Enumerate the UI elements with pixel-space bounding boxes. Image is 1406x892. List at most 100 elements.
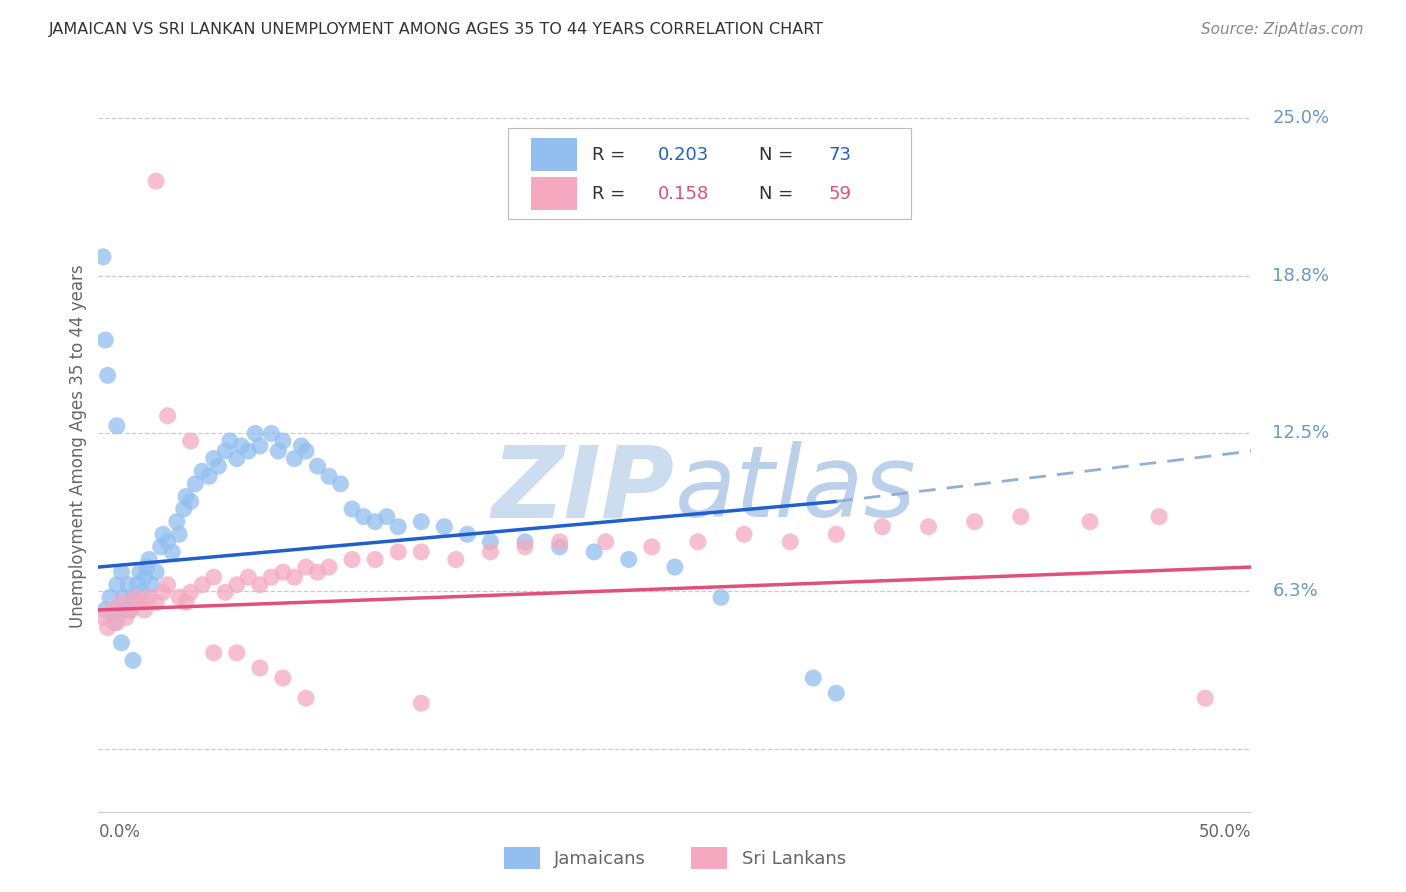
- Point: [963, 515, 986, 529]
- Legend: Jamaicans, Sri Lankans: Jamaicans, Sri Lankans: [496, 839, 853, 876]
- Point: [101, 603, 124, 617]
- Point: [779, 534, 801, 549]
- Point: [129, 595, 152, 609]
- Point: [105, 418, 128, 433]
- Point: [271, 565, 294, 579]
- Point: [180, 585, 202, 599]
- Point: [191, 578, 214, 592]
- Point: [134, 603, 156, 617]
- Point: [124, 591, 146, 605]
- Point: [184, 476, 207, 491]
- Point: [135, 560, 157, 574]
- Point: [801, 671, 824, 685]
- Point: [202, 570, 225, 584]
- Point: [249, 661, 271, 675]
- Point: [479, 534, 502, 549]
- Point: [94, 603, 117, 617]
- Text: 73: 73: [828, 146, 851, 164]
- Point: [825, 527, 848, 541]
- Point: [548, 534, 571, 549]
- Text: 59: 59: [828, 185, 851, 202]
- Text: JAMAICAN VS SRI LANKAN UNEMPLOYMENT AMONG AGES 35 TO 44 YEARS CORRELATION CHART: JAMAICAN VS SRI LANKAN UNEMPLOYMENT AMON…: [49, 22, 824, 37]
- Point: [825, 686, 848, 700]
- Point: [122, 653, 145, 667]
- Point: [141, 578, 163, 592]
- Point: [307, 459, 329, 474]
- Point: [1147, 509, 1170, 524]
- Point: [218, 434, 240, 448]
- Point: [97, 368, 120, 383]
- Point: [98, 591, 121, 605]
- Point: [353, 509, 375, 524]
- Point: [129, 565, 152, 579]
- Point: [617, 552, 640, 566]
- Point: [91, 610, 114, 624]
- Point: [260, 570, 283, 584]
- Point: [145, 174, 167, 188]
- Point: [180, 494, 202, 508]
- Text: R =: R =: [592, 146, 631, 164]
- Point: [112, 591, 135, 605]
- Bar: [530, 178, 576, 211]
- Point: [152, 585, 174, 599]
- Point: [202, 451, 225, 466]
- Point: [387, 519, 409, 533]
- Point: [122, 591, 145, 605]
- Point: [548, 540, 571, 554]
- Point: [152, 527, 174, 541]
- Point: [191, 464, 214, 478]
- Point: [245, 426, 267, 441]
- Point: [91, 250, 114, 264]
- Point: [290, 439, 312, 453]
- Point: [641, 540, 664, 554]
- Point: [115, 603, 138, 617]
- Point: [456, 527, 478, 541]
- Point: [444, 552, 467, 566]
- Point: [295, 560, 318, 574]
- Point: [156, 534, 179, 549]
- Point: [283, 451, 305, 466]
- Point: [138, 591, 160, 605]
- Point: [110, 595, 132, 609]
- Text: 6.3%: 6.3%: [1272, 582, 1319, 600]
- Point: [387, 545, 409, 559]
- Point: [329, 476, 352, 491]
- Point: [595, 534, 617, 549]
- Point: [166, 515, 188, 529]
- Point: [131, 585, 153, 599]
- Point: [513, 534, 536, 549]
- Point: [283, 570, 305, 584]
- Point: [271, 671, 294, 685]
- Point: [1010, 509, 1032, 524]
- Text: 18.8%: 18.8%: [1272, 267, 1330, 285]
- Text: 0.203: 0.203: [658, 146, 709, 164]
- Point: [583, 545, 606, 559]
- Point: [117, 578, 139, 592]
- Point: [174, 490, 197, 504]
- Point: [295, 444, 318, 458]
- Point: [411, 545, 433, 559]
- Text: R =: R =: [592, 185, 631, 202]
- Point: [225, 451, 247, 466]
- Point: [120, 603, 142, 617]
- Point: [1194, 691, 1216, 706]
- Point: [160, 545, 183, 559]
- Point: [198, 469, 221, 483]
- Point: [225, 646, 247, 660]
- Point: [267, 444, 290, 458]
- Point: [214, 585, 236, 599]
- Point: [686, 534, 709, 549]
- Point: [110, 565, 132, 579]
- Point: [375, 509, 398, 524]
- Point: [214, 444, 236, 458]
- Point: [710, 591, 733, 605]
- Point: [149, 540, 172, 554]
- Point: [295, 691, 318, 706]
- Point: [180, 434, 202, 448]
- Point: [271, 434, 294, 448]
- Point: [134, 570, 156, 584]
- Point: [103, 615, 125, 630]
- Point: [115, 610, 138, 624]
- Point: [120, 603, 142, 617]
- Point: [110, 636, 132, 650]
